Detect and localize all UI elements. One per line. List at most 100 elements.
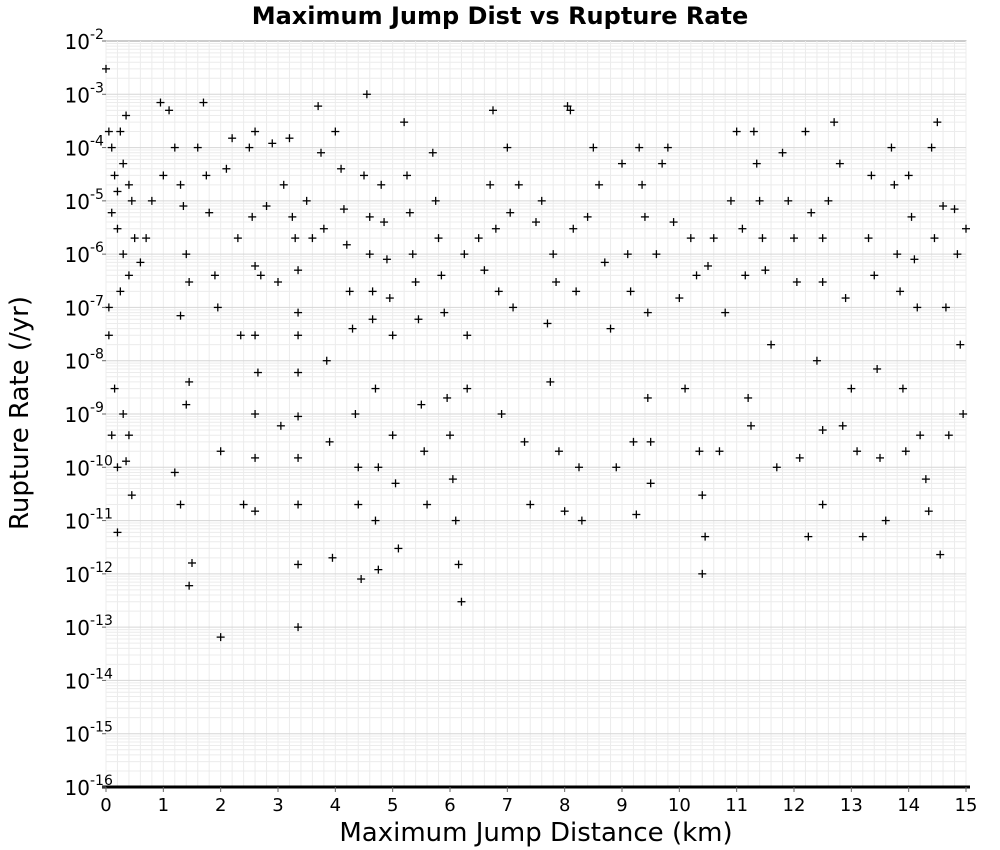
data-point — [632, 510, 641, 519]
y-tick-label: 10 — [65, 243, 90, 267]
data-point — [319, 224, 328, 233]
data-point — [448, 475, 457, 484]
data-point — [428, 148, 437, 157]
x-axis-ticks: 0 1 2 3 4 5 6 7 8 9 10 11 12 13 14 15 — [100, 787, 977, 816]
chart-title: Maximum Jump Dist vs Rupture Rate — [252, 2, 749, 30]
data-point — [400, 118, 409, 127]
y-tick-exponent: -16 — [90, 773, 113, 789]
data-point — [388, 331, 397, 340]
data-point — [357, 575, 366, 584]
data-point — [360, 171, 368, 180]
data-point — [589, 143, 598, 152]
data-point — [554, 447, 563, 456]
data-point — [514, 180, 523, 189]
data-point — [520, 437, 529, 446]
data-point — [337, 164, 346, 173]
data-point — [818, 500, 827, 509]
y-tick-exponent: -15 — [90, 720, 113, 736]
data-point — [758, 234, 767, 243]
data-point — [104, 303, 113, 312]
data-point — [170, 143, 179, 152]
y-tick-label: 10 — [65, 350, 90, 374]
data-point — [509, 303, 518, 312]
data-point — [354, 463, 363, 472]
data-point — [382, 255, 391, 264]
y-tick-exponent: -6 — [90, 240, 104, 256]
data-point — [274, 278, 282, 287]
data-point — [752, 159, 761, 168]
data-point — [612, 463, 621, 472]
data-point — [294, 266, 303, 275]
data-point — [686, 234, 695, 243]
data-point — [709, 234, 718, 243]
data-point — [474, 234, 483, 243]
data-point — [294, 368, 303, 377]
data-point — [294, 308, 303, 317]
data-point — [374, 565, 383, 574]
data-point — [950, 205, 959, 214]
y-tick-exponent: -14 — [90, 666, 113, 682]
data-point — [222, 164, 231, 173]
data-point — [761, 266, 770, 275]
data-point — [870, 271, 879, 280]
y-tick-exponent: -7 — [90, 293, 104, 309]
data-point — [116, 287, 125, 296]
data-point — [669, 218, 678, 227]
data-point — [182, 400, 191, 409]
data-point — [176, 180, 185, 189]
data-point — [233, 234, 242, 243]
data-point — [228, 134, 237, 143]
data-point — [835, 159, 844, 168]
data-point — [339, 205, 348, 214]
data-point — [818, 426, 827, 435]
y-tick-exponent: -11 — [90, 507, 113, 523]
data-point — [873, 364, 882, 373]
data-point — [936, 550, 945, 559]
y-tick-exponent: -9 — [90, 400, 104, 416]
x-tick-label: 5 — [387, 795, 398, 816]
data-point — [408, 250, 417, 259]
data-point — [901, 447, 910, 456]
data-point — [147, 196, 156, 205]
data-point — [104, 127, 113, 136]
data-point — [569, 224, 578, 233]
x-tick-label: 12 — [783, 795, 806, 816]
x-tick-label: 11 — [725, 795, 748, 816]
data-point — [715, 447, 724, 456]
data-point — [159, 171, 168, 180]
y-tick-exponent: -10 — [90, 453, 113, 469]
data-point — [391, 479, 400, 488]
data-point — [417, 400, 426, 409]
y-tick-label: 10 — [65, 190, 90, 214]
data-point — [351, 410, 360, 418]
y-tick-label: 10 — [65, 563, 90, 587]
y-tick-label: 10 — [65, 30, 90, 54]
data-point — [575, 463, 583, 472]
data-point — [365, 250, 374, 259]
data-point — [838, 421, 847, 430]
data-points — [102, 64, 970, 642]
data-point — [747, 421, 755, 430]
data-point — [251, 507, 260, 516]
x-tick-label: 7 — [502, 795, 513, 816]
y-tick-label: 10 — [65, 616, 90, 640]
data-point — [941, 303, 950, 312]
data-point — [675, 294, 684, 303]
data-point — [451, 516, 460, 525]
data-point — [698, 491, 707, 500]
data-point — [199, 98, 208, 107]
data-point — [248, 212, 257, 221]
data-point — [910, 255, 919, 264]
data-point — [440, 308, 449, 317]
data-point — [113, 528, 122, 537]
data-point — [560, 507, 569, 516]
data-point — [345, 287, 354, 296]
data-point — [454, 560, 463, 569]
y-tick-label: 10 — [65, 669, 90, 693]
y-axis-label: Rupture Rate (/yr) — [5, 296, 35, 530]
data-point — [663, 143, 672, 152]
data-point — [755, 196, 764, 205]
data-point — [107, 431, 116, 440]
data-point — [239, 500, 248, 509]
data-point — [202, 171, 211, 180]
